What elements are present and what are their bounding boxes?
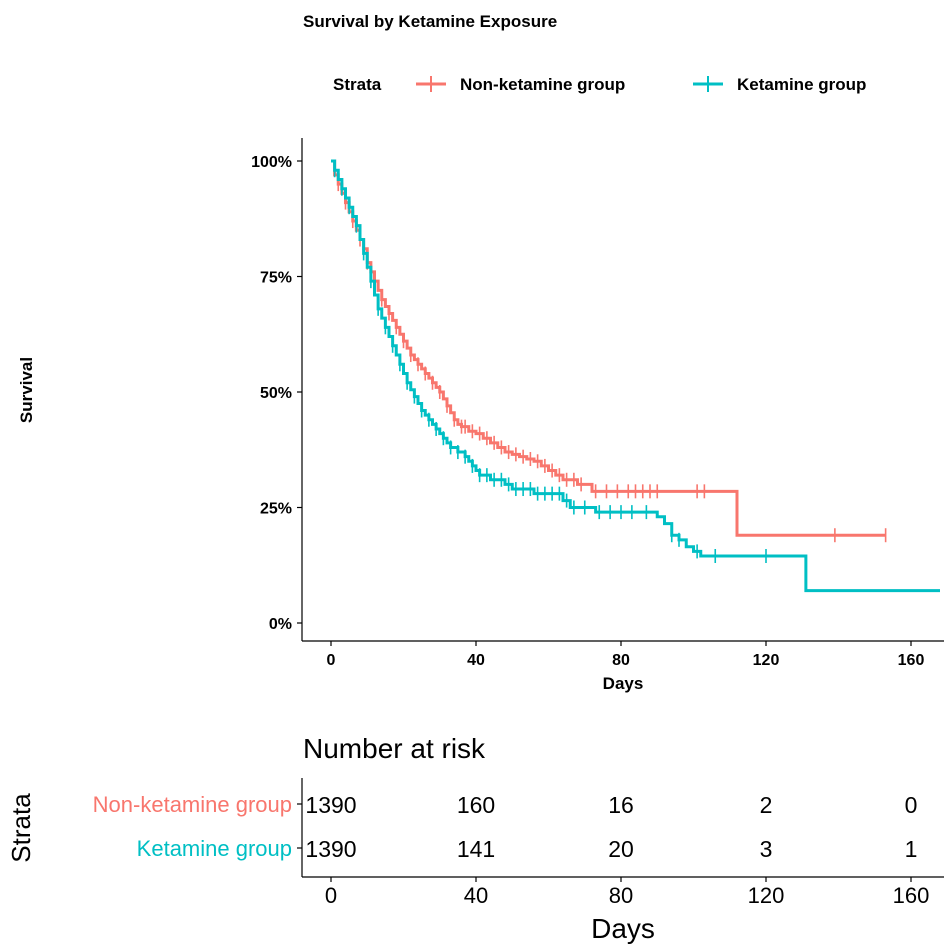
risk-value-1-4: 1 [905, 836, 918, 862]
legend-title: Strata [333, 75, 382, 94]
x-tick-label-3: 120 [753, 652, 780, 669]
km-curve-0 [331, 159, 886, 537]
risk-value-0-4: 0 [905, 792, 918, 818]
risk-x-tick-label-2: 80 [609, 883, 633, 908]
risk-x-tick-label-0: 0 [325, 883, 337, 908]
x-axis-title: Days [603, 674, 644, 693]
risk-row-label-1: Ketamine group [137, 836, 292, 861]
risk-value-1-3: 3 [760, 836, 773, 862]
legend-entry-0: Non-ketamine group [460, 75, 625, 94]
risk-x-axis-title: Days [591, 913, 655, 944]
risk-strata-title: Strata [6, 793, 36, 863]
x-tick-label-0: 0 [327, 652, 336, 669]
x-tick-label-1: 40 [467, 652, 485, 669]
risk-table-title: Number at risk [303, 733, 486, 764]
risk-row-label-0: Non-ketamine group [93, 792, 292, 817]
y-tick-label-2: 50% [260, 385, 292, 402]
risk-value-0-1: 160 [457, 792, 495, 818]
chart-title: Survival by Ketamine Exposure [303, 12, 557, 31]
km-curve-1 [331, 159, 940, 593]
risk-value-1-1: 141 [457, 836, 495, 862]
y-axis-title: Survival [17, 357, 36, 423]
risk-value-0-2: 16 [608, 792, 634, 818]
risk-value-0-3: 2 [760, 792, 773, 818]
x-tick-label-4: 160 [898, 652, 925, 669]
y-tick-label-3: 75% [260, 270, 292, 287]
legend-entry-1: Ketamine group [737, 75, 866, 94]
risk-x-tick-label-1: 40 [464, 883, 488, 908]
risk-value-1-2: 20 [608, 836, 634, 862]
risk-value-0-0: 1390 [305, 792, 356, 818]
y-tick-label-1: 25% [260, 501, 292, 518]
risk-x-tick-label-3: 120 [748, 883, 785, 908]
y-tick-label-4: 100% [251, 154, 292, 171]
risk-x-tick-label-4: 160 [893, 883, 930, 908]
risk-value-1-0: 1390 [305, 836, 356, 862]
y-tick-label-0: 0% [269, 616, 292, 633]
x-tick-label-2: 80 [612, 652, 630, 669]
